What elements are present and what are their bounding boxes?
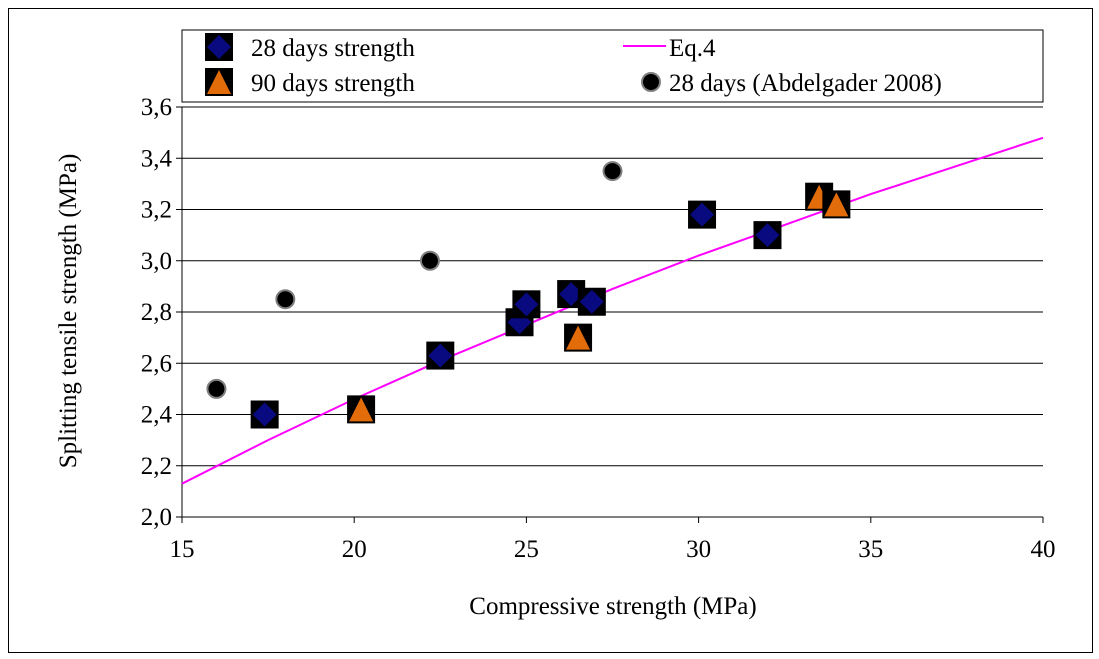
legend-entry-90-days: 90 days strength — [205, 68, 415, 97]
point-28-days — [559, 282, 584, 307]
y-axis-label: Splitting tensile strength (MPa) — [55, 154, 82, 469]
x-tick-label: 40 — [1031, 536, 1056, 563]
y-tick-label: 2,8 — [141, 299, 172, 326]
point-90-days — [349, 397, 374, 422]
legend-entry-28-days: 28 days strength — [205, 33, 415, 62]
legend-label-eq4: Eq.4 — [669, 35, 716, 62]
y-tick-label: 2,6 — [141, 350, 172, 377]
x-tick-label: 20 — [342, 536, 367, 563]
y-tick-label: 2,2 — [141, 453, 172, 480]
chart-frame — [8, 8, 1093, 653]
point-abdelgader — [206, 378, 227, 399]
point-28-days — [428, 343, 453, 368]
point-28-days — [755, 223, 780, 248]
eq4-curve — [181, 136, 1044, 485]
legend-marker-90-days-triangle — [207, 70, 231, 94]
y-tick-label: 2,0 — [141, 504, 172, 531]
y-tick-label: 2,4 — [141, 402, 173, 429]
series — [181, 136, 1044, 485]
point-90-days — [824, 192, 849, 217]
legend-entry-abdelgader: 28 days (Abdelgader 2008) — [641, 70, 942, 97]
x-tick-label: 25 — [514, 536, 539, 563]
x-tick-label: 35 — [858, 536, 883, 563]
legend: 28 days strength 90 days strength Eq.4 2… — [181, 29, 1044, 103]
point-28-days — [514, 292, 539, 317]
legend-entry-eq4: Eq.4 — [623, 35, 716, 62]
grid — [182, 106, 1043, 467]
x-tick-label: 15 — [170, 536, 195, 563]
x-axis-label: Compressive strength (MPa) — [469, 593, 756, 620]
y-tick-label: 3,4 — [141, 145, 173, 172]
point-abdelgader — [275, 289, 296, 310]
point-90-days — [566, 325, 591, 350]
x-tick-label: 30 — [686, 536, 711, 563]
legend-marker-abdelgader-circle — [641, 72, 661, 92]
y-tick-label: 3,2 — [141, 197, 172, 224]
legend-label-28-days: 28 days strength — [251, 35, 415, 62]
point-abdelgader — [419, 250, 440, 271]
point-28-days — [690, 202, 715, 227]
tick-labels: 2,0 2,2 2,4 2,6 2,8 3,0 3,2 3,4 3,6 15 20 25 30 35 40 — [141, 94, 1056, 563]
point-28-days — [579, 289, 604, 314]
legend-marker-28-days-diamond — [207, 35, 231, 59]
legend-label-90-days: 90 days strength — [251, 70, 415, 97]
legend-box — [181, 29, 1044, 103]
y-tick-label: 3,6 — [141, 94, 172, 121]
point-28-days — [252, 402, 277, 427]
legend-label-abdelgader: 28 days (Abdelgader 2008) — [669, 70, 942, 97]
axes — [176, 106, 1044, 523]
y-tick-label: 3,0 — [141, 248, 172, 275]
point-abdelgader — [602, 161, 623, 182]
